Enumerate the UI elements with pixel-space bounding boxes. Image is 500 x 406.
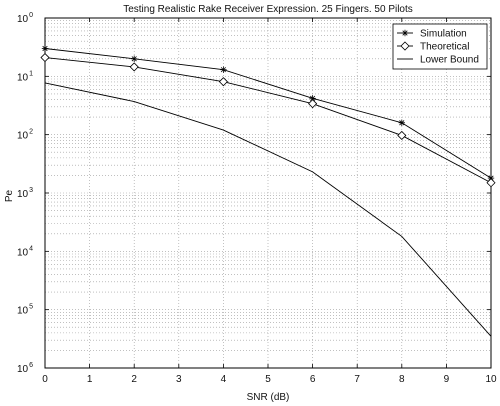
x-tick-label: 6 — [310, 374, 316, 385]
asterisk-marker — [401, 29, 409, 37]
y-axis-label: Pe — [4, 189, 15, 202]
series-layer — [40, 45, 496, 337]
x-tick-label: 8 — [399, 374, 405, 385]
asterisk-marker — [398, 119, 405, 126]
x-tick-label: 4 — [221, 374, 227, 385]
series-line-simulation — [44, 48, 492, 179]
x-tick-label: 7 — [354, 374, 360, 385]
asterisk-stroke — [220, 67, 226, 73]
series-line-lower-bound — [44, 82, 492, 337]
y-tick-label: 106 — [17, 362, 33, 375]
diamond-marker — [129, 62, 139, 72]
chart-title: Testing Realistic Rake Receiver Expressi… — [123, 4, 413, 15]
axes: 0 1 2 3 4 5 6 7 8 9 10 100 101 102 103 104 105 106 — [17, 12, 497, 385]
series-theoretical — [40, 52, 496, 188]
diamond-marker — [486, 178, 496, 188]
diamond-marker — [400, 41, 410, 51]
x-tick-label: 10 — [485, 374, 497, 385]
diamond-marker — [397, 130, 407, 141]
diamond-marker — [40, 52, 50, 63]
legend: Simulation Theoretical Lower Bound — [392, 23, 488, 70]
legend-item-simulation: Simulation — [397, 29, 467, 40]
x-tick-label: 1 — [87, 374, 93, 385]
legend-label: Lower Bound — [420, 55, 479, 66]
series-line-theoretical — [44, 57, 492, 184]
asterisk-marker — [41, 45, 49, 52]
y-tick-label: 100 — [17, 12, 33, 25]
y-tick-label: 105 — [17, 304, 33, 317]
asterisk-stroke — [402, 30, 408, 36]
legend-label: Simulation — [420, 29, 467, 40]
asterisk-stroke — [488, 175, 494, 181]
grid — [45, 18, 491, 368]
asterisk-marker — [131, 55, 138, 62]
y-tick-label: 103 — [17, 187, 33, 200]
diamond-marker — [308, 99, 318, 109]
asterisk-stroke — [310, 95, 316, 101]
x-tick-label: 3 — [176, 374, 182, 385]
x-tick-label: 2 — [131, 374, 137, 385]
asterisk-stroke — [42, 45, 48, 52]
x-tick-label: 9 — [444, 374, 450, 385]
y-tick-label: 101 — [17, 70, 33, 83]
asterisk-stroke — [399, 120, 405, 126]
x-tick-label: 5 — [265, 374, 271, 385]
diamond-marker — [218, 77, 228, 87]
legend-item-theoretical: Theoretical — [397, 41, 469, 53]
legend-label: Theoretical — [420, 42, 469, 53]
x-axis-label: SNR (dB) — [247, 392, 290, 403]
y-tick-label: 102 — [17, 129, 33, 142]
asterisk-marker — [220, 66, 227, 73]
asterisk-stroke — [131, 56, 137, 62]
series-lower-bound — [44, 82, 492, 337]
y-tick-label: 104 — [17, 245, 33, 258]
legend-item-lower-bound: Lower Bound — [397, 55, 479, 66]
x-tick-label: 0 — [42, 374, 48, 385]
